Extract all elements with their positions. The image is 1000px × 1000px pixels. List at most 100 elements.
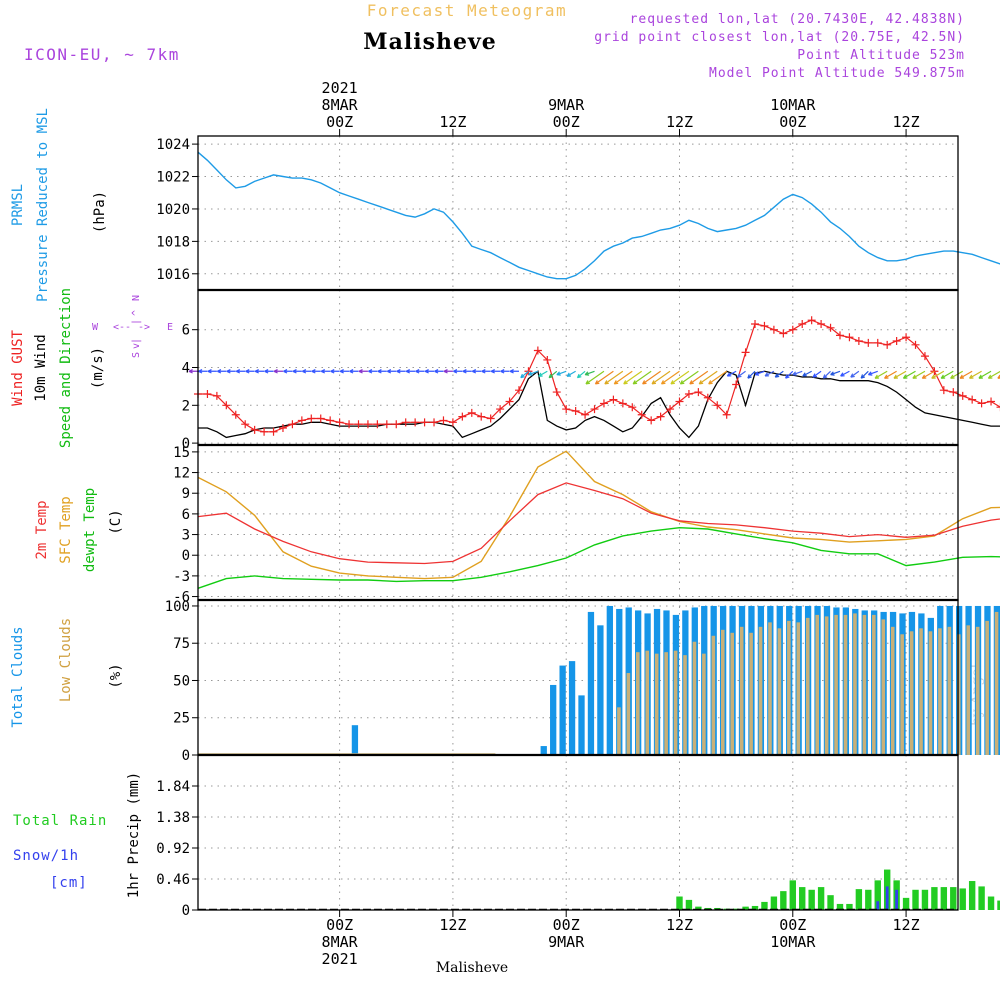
- total-cloud-bar: [540, 746, 547, 755]
- total-cloud-bar: [550, 684, 557, 755]
- wind-direction-arrow: [226, 369, 236, 374]
- bottom-x-label: 9MAR: [548, 933, 585, 951]
- rain-bar: [761, 901, 768, 910]
- temperature-frame: [197, 444, 959, 601]
- gust-marker: [335, 418, 344, 427]
- precip-labels: Total Rain Snow/1h [cm] 1hr Precip (mm): [13, 772, 142, 898]
- gust-marker: [590, 405, 599, 414]
- gust-marker: [618, 399, 627, 408]
- wind-direction-arrow: [283, 369, 293, 374]
- gust-marker: [656, 412, 665, 421]
- wind10m-label: 10m Wind: [33, 334, 49, 401]
- bottom-x-label: 12Z: [439, 916, 466, 934]
- pressure-labels: PRMSL Pressure Reduced to MSL (hPa): [10, 108, 108, 302]
- wind-direction-arrow: [396, 369, 406, 374]
- gust-marker: [477, 412, 486, 421]
- rain-bar: [732, 908, 740, 910]
- low-cloud-bar: [692, 641, 697, 755]
- temperature-ytick-label: 15: [173, 445, 190, 461]
- low-cloud-bar: [702, 653, 706, 755]
- compass-w: W: [92, 322, 99, 333]
- gust-marker: [260, 427, 269, 436]
- rain-bar: [874, 880, 881, 910]
- wind-direction-arrow: [754, 370, 765, 376]
- svg-text:->: ->: [138, 322, 150, 333]
- wind-direction-arrow: [471, 369, 482, 374]
- precip-ytick-label: 0: [182, 903, 190, 919]
- low-cloud-bar: [645, 650, 650, 755]
- wind-direction-arrow: [405, 369, 416, 374]
- gust-marker: [354, 420, 363, 429]
- gust-marker: [864, 338, 873, 347]
- total-cloud-bar: [587, 611, 595, 755]
- gust-marker: [817, 320, 826, 329]
- gust-marker: [316, 414, 325, 423]
- wind-direction-arrow: [453, 369, 463, 374]
- precip-ytick-label: 0.46: [156, 872, 190, 888]
- wind-direction-arrow: [302, 369, 312, 374]
- low-cloud-bar: [683, 655, 687, 755]
- cm-label: [cm]: [50, 875, 88, 891]
- wind-direction-arrow: [415, 369, 425, 374]
- total-clouds-label: Total Clouds: [10, 626, 26, 727]
- gust-marker: [958, 391, 967, 400]
- wind-direction-arrow: [874, 370, 888, 379]
- total-cloud-bar: [578, 695, 585, 755]
- wind-direction-arrow: [893, 370, 907, 379]
- top-x-label: 10MAR: [770, 96, 816, 114]
- gust-marker: [713, 401, 722, 410]
- compass-e: E: [167, 322, 173, 333]
- pressure-panel: 1016 1018 1020 1022 1024: [156, 136, 1000, 290]
- gust-marker: [222, 401, 231, 410]
- gust-marker: [637, 410, 646, 419]
- gust-marker: [599, 399, 608, 408]
- wind-direction-arrow: [959, 370, 973, 379]
- rain-bar: [789, 880, 796, 910]
- rain-bar: [959, 888, 966, 910]
- clouds-ytick-label: 25: [173, 711, 190, 727]
- model-altitude: Model Point Altitude 549.875m: [709, 66, 965, 81]
- gust-marker: [996, 403, 1000, 412]
- gust-marker: [514, 386, 523, 395]
- total-cloud-bar: [568, 661, 576, 755]
- svg-text:^: ^: [131, 310, 142, 316]
- gust-marker: [430, 418, 439, 427]
- low-cloud-bar: [947, 626, 952, 755]
- low-cloud-bar: [928, 631, 933, 755]
- low-cloud-bar: [720, 629, 725, 755]
- wind-direction-arrow: [822, 370, 831, 379]
- wind-direction-arrow: [670, 370, 690, 385]
- wind-direction-arrow: [585, 370, 605, 385]
- bottom-x-label: 8MAR: [322, 933, 359, 951]
- prmsl-label: PRMSL: [10, 184, 26, 226]
- temperature-ytick-label: 0: [182, 548, 190, 564]
- wind-direction-arrow: [774, 370, 784, 378]
- gust-marker: [505, 397, 514, 406]
- low-cloud-bar: [739, 626, 744, 755]
- top-x-label: 00Z: [779, 113, 806, 131]
- compass-rose: N ^ | W <-- -> E | v S: [92, 295, 173, 358]
- clouds-ytick-label: 0: [182, 748, 190, 764]
- precip-ytick-label: 0.92: [156, 841, 190, 857]
- low-cloud-bar: [890, 626, 895, 755]
- cloud-labels: Total Clouds Low Clouds (%): [10, 618, 124, 728]
- low-cloud-bar: [617, 707, 621, 755]
- gust-marker: [684, 389, 693, 398]
- gust-marker: [307, 414, 316, 423]
- low-cloud-bar: [815, 614, 819, 755]
- low-cloud-bar: [824, 616, 829, 755]
- wind-direction-arrow: [339, 369, 350, 374]
- rain-bar: [817, 887, 825, 910]
- rain-bar: [902, 897, 910, 910]
- gust-marker: [297, 416, 306, 425]
- total-cloud-bar: [606, 605, 613, 755]
- gust-marker: [571, 406, 580, 415]
- gust-marker: [439, 416, 448, 425]
- gust-marker: [807, 316, 816, 325]
- gust-marker: [760, 321, 769, 330]
- top-x-label: 2021: [322, 79, 358, 97]
- gust-marker: [892, 337, 901, 346]
- requested-coords: requested lon,lat (20.7430E, 42.4838N): [630, 12, 965, 27]
- snow-bar: [895, 889, 899, 910]
